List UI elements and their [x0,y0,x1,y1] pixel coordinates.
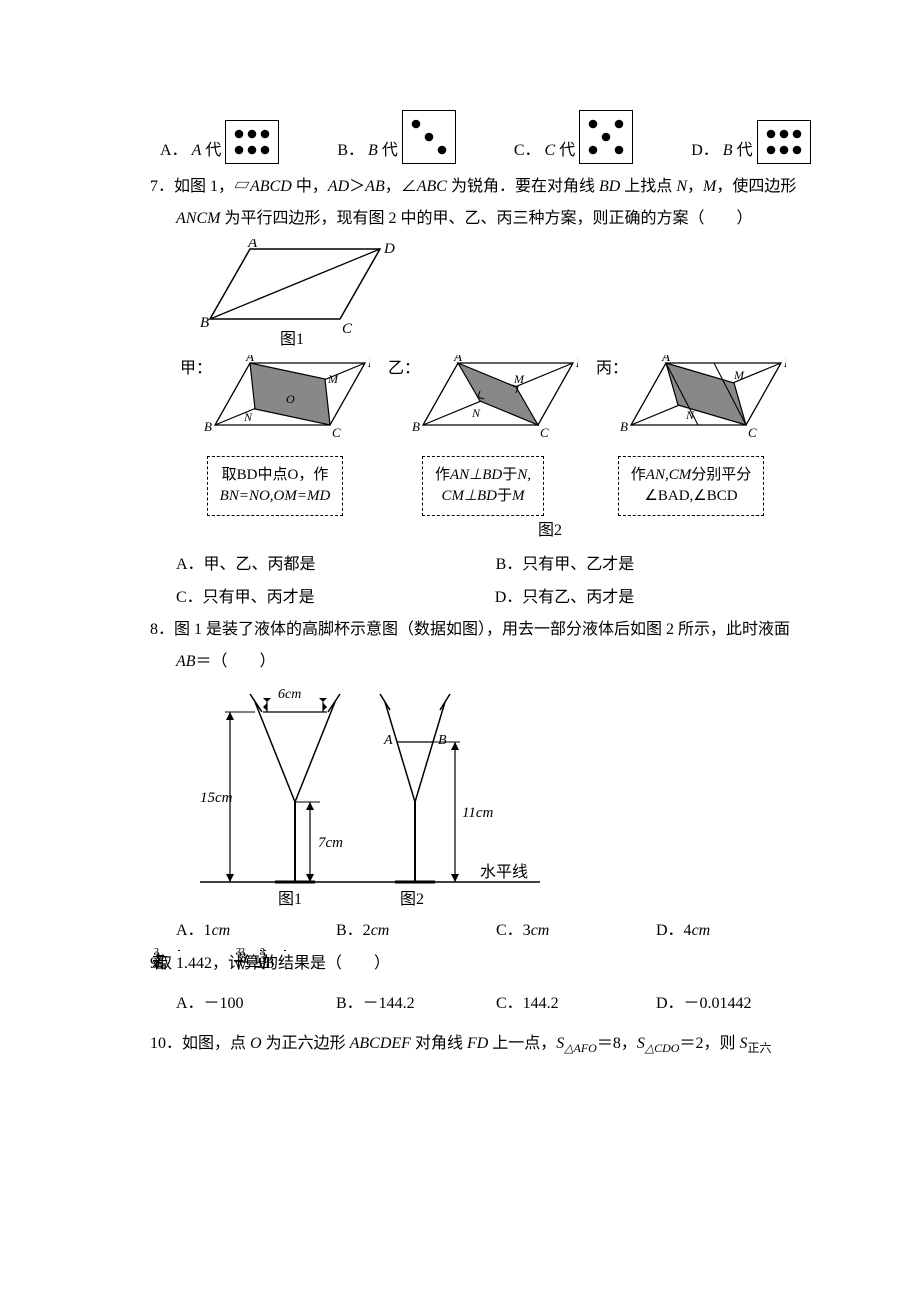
q6-option-d: D． B 代 [691,120,810,164]
q9-options: A．－100 B．－144.2 C．144.2 D．－0.01442 [176,991,840,1017]
q6-d-var: B [723,138,733,164]
svg-text:N: N [471,406,481,420]
q6-a-letter: A． [160,138,188,164]
die-five-icon [579,110,633,164]
q7-method-bing: 丙： A D B C M N 作AN,CM分别平分 ∠BAD,∠BCD [596,355,786,516]
q7-methods: 甲： A D B C M N O 取BD中点O，作 BN=NO,OM=MD [180,355,840,516]
q7-fig2-label: 图2 [260,518,840,544]
die-three-icon [402,110,456,164]
q10-text: 10．如图，点 O 为正六边形 ABCDEF 对角线 FD 上一点，S△AFO＝… [150,1031,840,1058]
q7-fig1: A D B C 图1 [200,239,840,349]
q8-options: A．1cm B．2cm C．3cm D．4cm [176,918,840,944]
svg-text:N: N [685,408,695,422]
q7-opt-a: A．甲、乙、丙都是 [176,552,316,578]
svg-text:D: D [575,355,578,370]
q7-text-2: ANCM 为平行四边形，现有图 2 中的甲、乙、丙三种方案，则正确的方案（ ） [176,206,840,232]
svg-text:图1: 图1 [278,891,302,908]
q7-box-jia: 取BD中点O，作 BN=NO,OM=MD [207,456,344,516]
svg-text:D: D [383,241,395,257]
q6-option-c: C． C 代 [514,110,633,164]
die-six-icon [757,120,811,164]
die-six-icon [225,120,279,164]
svg-text:M: M [327,372,339,386]
svg-text:A: A [661,355,670,364]
q7-box-bing: 作AN,CM分别平分 ∠BAD,∠BCD [618,456,764,516]
svg-text:图2: 图2 [400,891,424,908]
q8-opt-a: A．1cm [176,918,336,944]
svg-text:乙：: 乙： [388,360,420,377]
svg-text:7cm: 7cm [318,835,343,851]
q8-opt-d: D．4cm [656,918,816,944]
svg-text:甲：: 甲： [180,360,212,377]
svg-text:水平线: 水平线 [480,863,528,881]
svg-text:C: C [332,425,341,440]
svg-text:B: B [204,419,212,434]
svg-text:11cm: 11cm [462,805,494,821]
svg-text:B: B [200,315,209,331]
svg-text:A: A [383,733,393,748]
svg-text:A: A [453,355,462,364]
svg-text:B: B [412,419,420,434]
svg-text:A: A [245,355,254,364]
q7-method-jia: 甲： A D B C M N O 取BD中点O，作 BN=NO,OM=MD [180,355,370,516]
svg-text:A: A [247,239,258,251]
q9-text: 9． 若 3√3 取 1.442，计算 3√3 －3 3√3 －98 3√3 的… [150,950,840,977]
q7-opt-d: D．只有乙、丙才是 [495,585,635,611]
q8-opt-b: B．2cm [336,918,496,944]
q6-a-var: A [192,138,202,164]
svg-text:15cm: 15cm [200,790,233,806]
q7-method-yi: 乙： A D B C M N 作AN⊥BD于N, CM⊥BD于M [388,355,578,516]
q6-option-b: B． B 代 [337,110,455,164]
q8-text-2: AB＝（ ） [176,649,840,675]
q9-opt-b: B．－144.2 [336,991,496,1017]
svg-text:D: D [367,355,370,370]
q9-opt-d: D．－0.01442 [656,991,816,1017]
svg-text:图1: 图1 [280,331,304,348]
svg-text:C: C [748,425,757,440]
q7-opt-c: C．只有甲、丙才是 [176,585,315,611]
q7-text: 7．如图 1，▱ABCD 中，AD＞AB，∠ABC 为锐角．要在对角线 BD 上… [150,174,840,200]
svg-text:M: M [733,368,745,382]
q7-options-2: C．只有甲、丙才是 D．只有乙、丙才是 [176,585,840,611]
q6-b-suffix: 代 [382,138,398,164]
q6-b-letter: B． [337,138,364,164]
svg-text:6cm: 6cm [278,687,301,702]
svg-text:M: M [513,372,525,386]
svg-text:D: D [783,355,786,370]
q6-c-var: C [545,138,556,164]
q9-opt-a: A．－100 [176,991,336,1017]
svg-text:C: C [540,425,549,440]
q7-options: A．甲、乙、丙都是 B．只有甲、乙才是 [176,552,840,578]
q6-c-suffix: 代 [559,138,575,164]
svg-text:B: B [438,733,447,748]
q9-opt-c: C．144.2 [496,991,656,1017]
q7-num: 7． [150,178,174,195]
q8-figure: 水平线 6cm [200,682,840,912]
svg-text:O: O [286,392,295,406]
q7-opt-b: B．只有甲、乙才是 [496,552,635,578]
q6-a-suffix: 代 [205,138,221,164]
q6-d-suffix: 代 [737,138,753,164]
q6-d-letter: D． [691,138,719,164]
q6-c-letter: C． [514,138,541,164]
exam-page: A． A 代 B． B 代 C． C 代 [0,0,920,1302]
svg-text:C: C [342,321,353,337]
svg-text:丙：: 丙： [596,360,628,377]
q8-opt-c: C．3cm [496,918,656,944]
svg-text:B: B [620,419,628,434]
q7-box-yi: 作AN⊥BD于N, CM⊥BD于M [422,456,544,516]
svg-text:N: N [243,410,253,424]
q6-b-var: B [368,138,378,164]
q6-option-a: A． A 代 [160,120,279,164]
q8-text: 8．图 1 是装了液体的高脚杯示意图（数据如图），用去一部分液体后如图 2 所示… [150,617,840,643]
q6-options-row: A． A 代 B． B 代 C． C 代 [160,110,840,164]
